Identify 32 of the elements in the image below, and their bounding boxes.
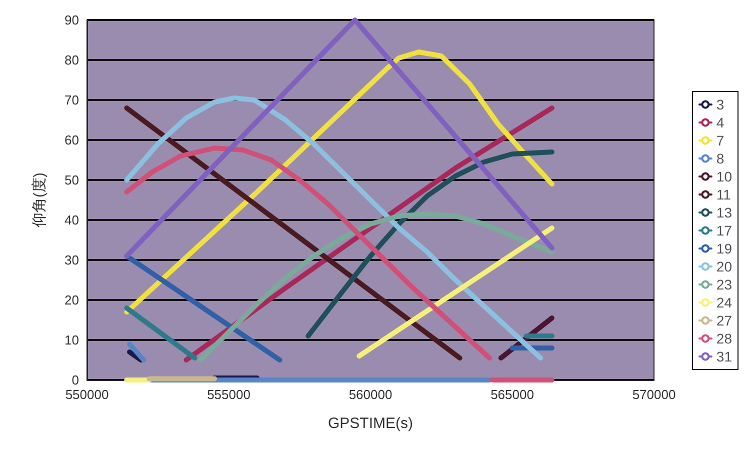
y-tick-label: 80 (64, 52, 79, 68)
x-tick-label: 555000 (207, 387, 250, 402)
x-tick-label: 560000 (348, 387, 392, 402)
y-tick-label: 60 (64, 132, 79, 148)
legend-label: 3 (716, 96, 724, 112)
legend-label: 11 (716, 186, 732, 202)
y-tick-label: 40 (64, 212, 79, 228)
legend-label: 10 (716, 168, 732, 184)
x-tick-label: 565000 (490, 387, 534, 402)
y-axis-title: 仰角(度) (31, 172, 48, 228)
legend-label: 23 (716, 276, 732, 292)
y-tick-label: 30 (64, 252, 79, 268)
legend-label: 27 (716, 312, 732, 328)
x-tick-label: 550000 (65, 387, 109, 402)
y-tick-label: 10 (64, 332, 79, 348)
legend-label: 17 (716, 222, 732, 238)
legend-label: 20 (716, 258, 732, 274)
legend-label: 24 (716, 294, 732, 310)
x-axis-title: GPSTIME(s) (328, 415, 413, 432)
legend-label: 8 (716, 150, 724, 166)
y-tick-label: 50 (64, 172, 79, 188)
legend-label: 13 (716, 204, 732, 220)
x-tick-label: 570000 (632, 387, 676, 402)
legend-label: 31 (716, 348, 732, 364)
legend-label: 19 (716, 240, 732, 256)
y-tick-label: 0 (72, 372, 79, 388)
legend-label: 4 (716, 114, 724, 130)
legend-label: 7 (716, 132, 724, 148)
y-tick-label: 70 (64, 92, 79, 108)
y-tick-label: 20 (64, 292, 79, 308)
y-tick-label: 90 (64, 12, 79, 28)
legend-label: 28 (716, 330, 732, 346)
